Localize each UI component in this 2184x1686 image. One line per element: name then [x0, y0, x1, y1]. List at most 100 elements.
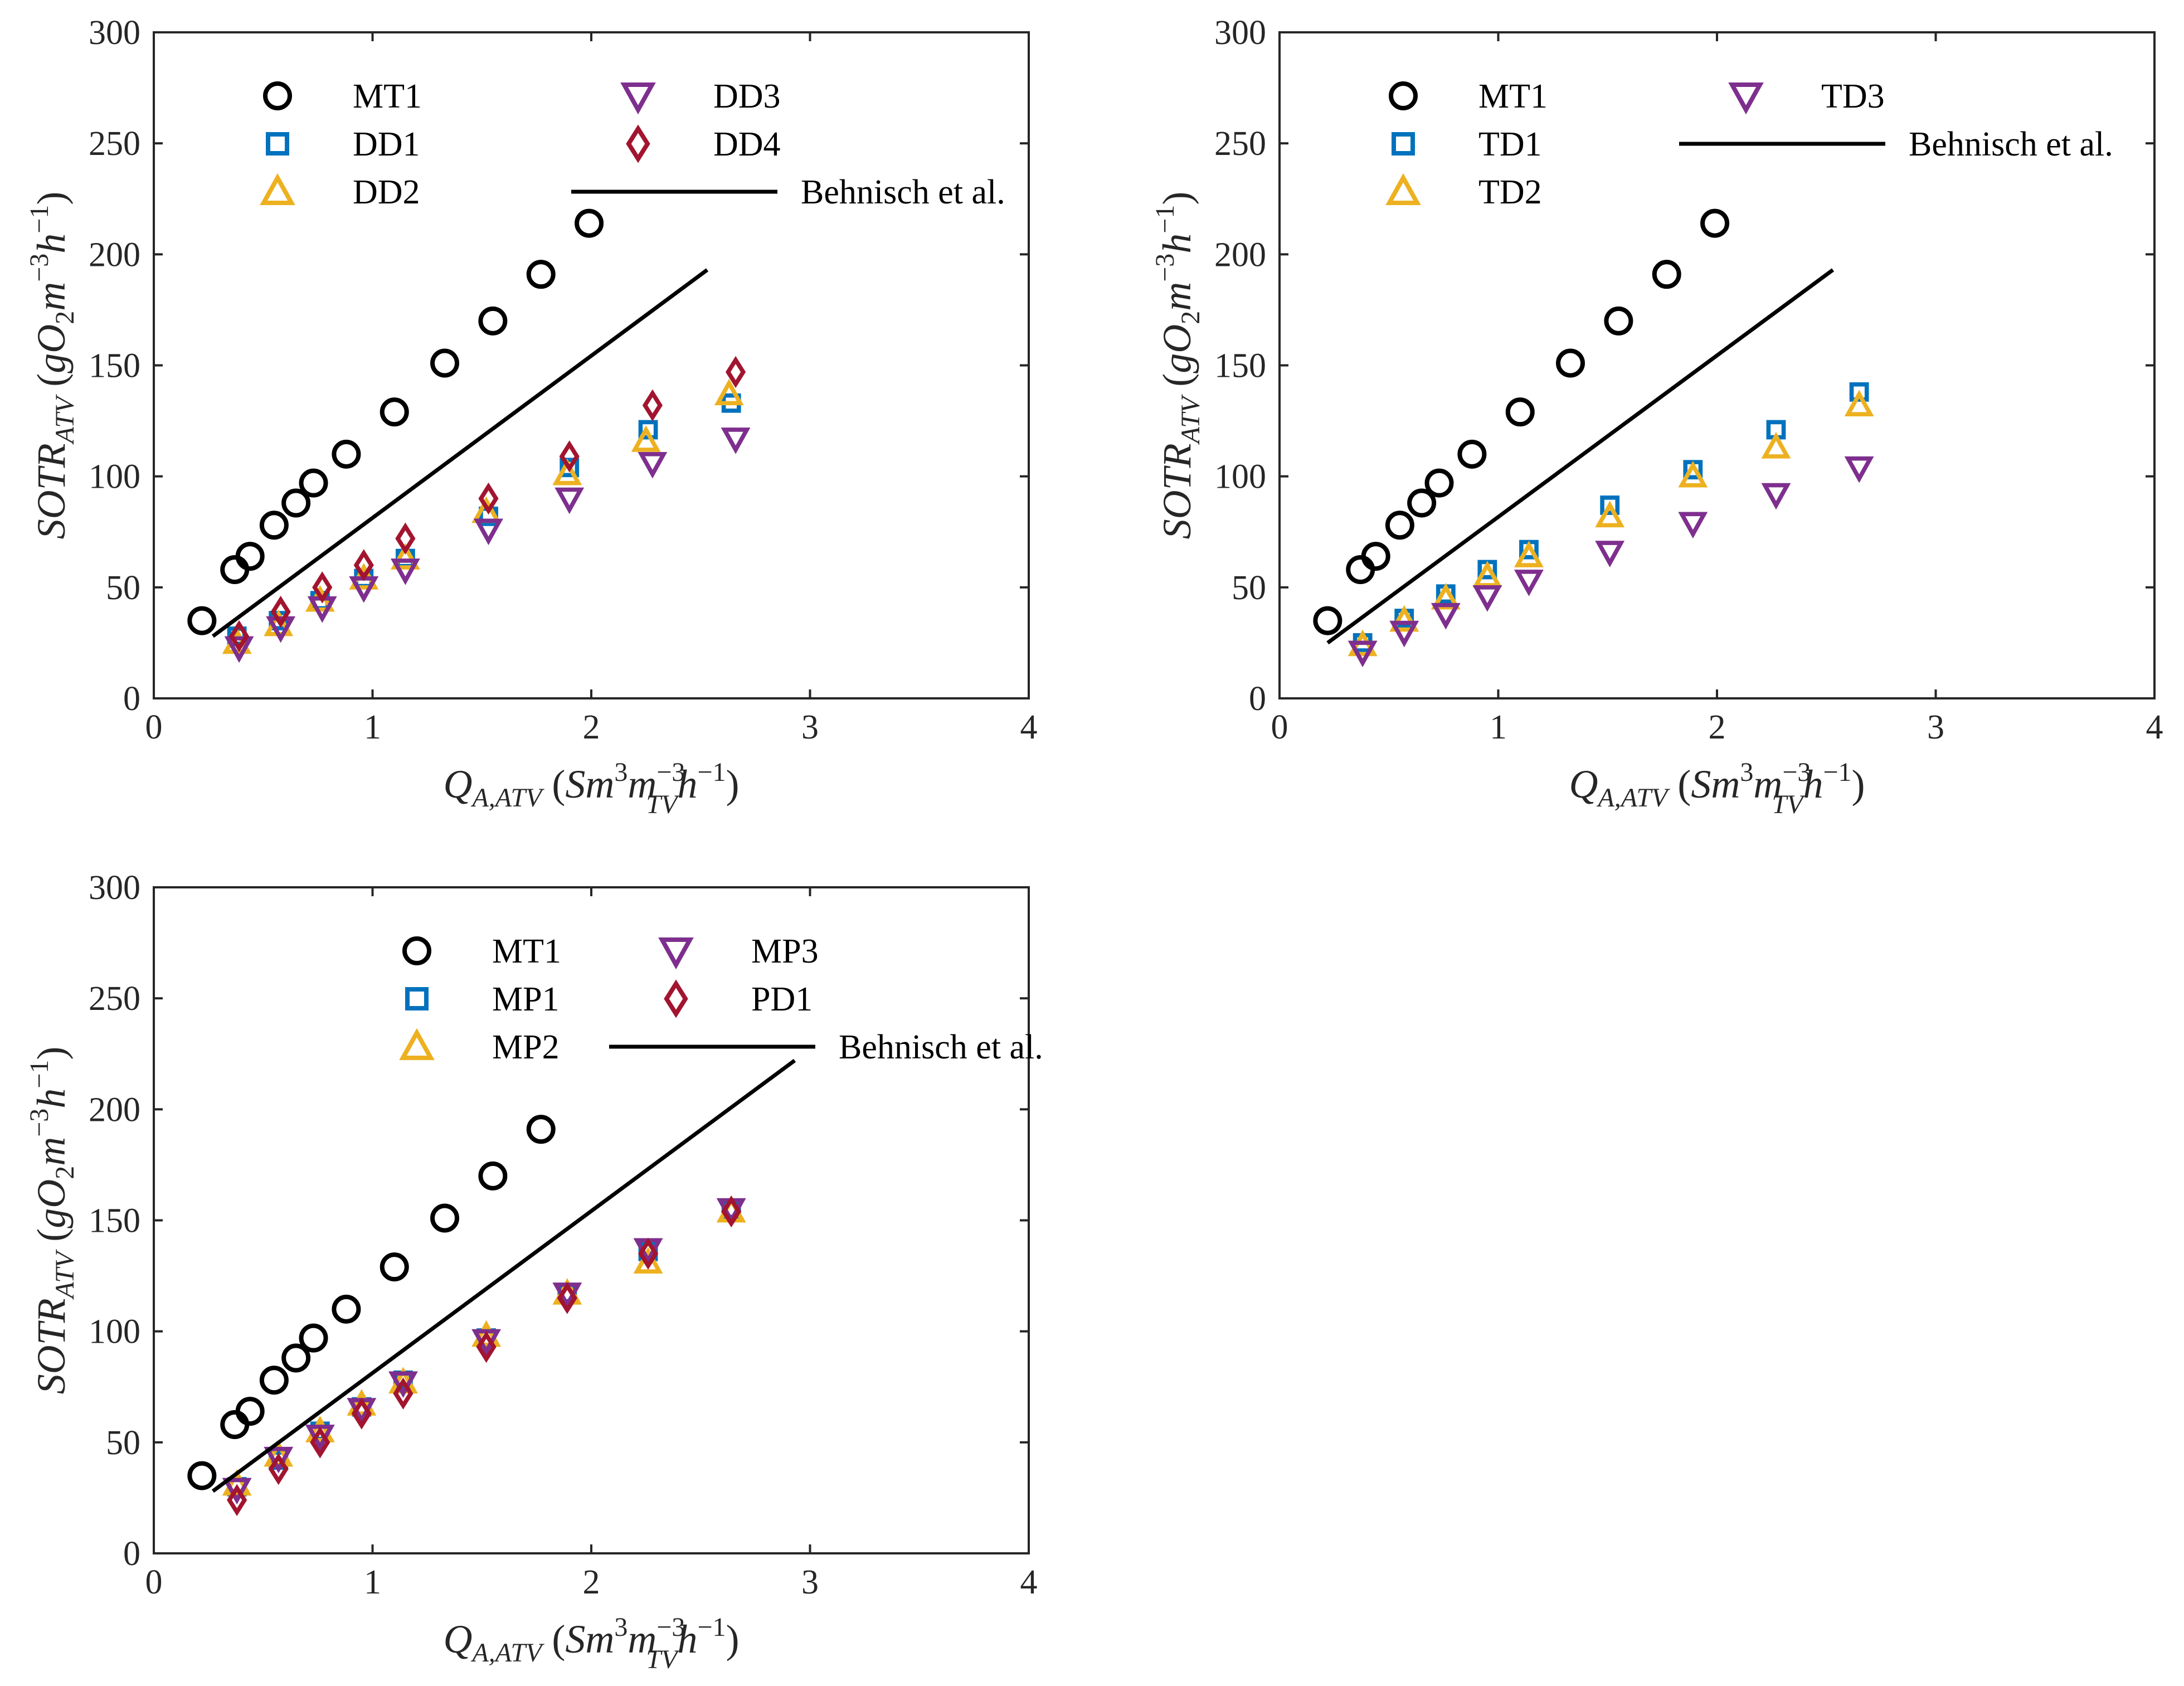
chart-panel-2: 0 1 2 3 4 0 50 100 150 200 250 300 QA,ATV (Sm3m−3 TVh… — [1150, 14, 2163, 819]
y-tick-label: 100 — [89, 458, 140, 496]
data-point — [393, 1377, 414, 1410]
data-point — [353, 549, 374, 581]
legend-label: DD4 — [713, 125, 781, 163]
data-point — [526, 260, 556, 289]
data-point — [380, 397, 409, 427]
y-tick-label: 200 — [89, 236, 140, 274]
y-tick-label: 100 — [89, 1313, 140, 1351]
x-tick-label: 0 — [145, 1563, 163, 1601]
y-tick-label: 0 — [1249, 680, 1266, 718]
data-point — [299, 1323, 328, 1353]
data-point — [1761, 432, 1791, 459]
series-dd4 — [228, 356, 746, 653]
data-point — [1595, 541, 1625, 567]
x-tick-label: 3 — [801, 708, 819, 746]
legend-marker — [1385, 173, 1421, 205]
x-tick-label: 1 — [364, 1563, 381, 1601]
x-axis-label: QA,ATV (Sm3m−3 TVh−1) — [1569, 757, 1865, 819]
data-point — [390, 543, 420, 570]
legend-label: MP1 — [492, 980, 560, 1018]
data-point — [1389, 605, 1419, 632]
data-point — [268, 1452, 289, 1485]
data-point — [1505, 397, 1535, 427]
y-tick-label: 200 — [1214, 236, 1266, 274]
data-point — [299, 468, 328, 498]
data-point — [560, 458, 580, 478]
legend-label: MT1 — [353, 77, 422, 115]
x-tick-label: 1 — [1490, 708, 1507, 746]
data-point — [227, 1484, 247, 1517]
data-point — [1348, 640, 1378, 668]
y-tick-label: 200 — [89, 1091, 140, 1129]
y-tick-label: 300 — [89, 869, 140, 907]
data-point — [478, 306, 508, 336]
data-point — [222, 1469, 252, 1496]
data-point — [1678, 460, 1708, 488]
legend-label: Behnisch et al. — [1909, 125, 2113, 163]
data-point — [1514, 570, 1544, 596]
legend-marker — [620, 82, 656, 115]
data-point — [1652, 260, 1681, 289]
data-point — [1600, 495, 1620, 515]
legend-label: TD3 — [1821, 77, 1885, 115]
legend: MT1 MP3 MP1 PD1 MP2 Behnisch et al. — [399, 932, 1043, 1066]
data-point — [1472, 585, 1502, 612]
data-point — [264, 1446, 294, 1474]
legend-label: MT1 — [1478, 77, 1548, 115]
data-point — [222, 1478, 252, 1505]
y-tick-label: 50 — [106, 1424, 140, 1462]
series-td2 — [1348, 390, 1874, 657]
legend-label: MP3 — [751, 932, 819, 970]
legend-label: MT1 — [492, 932, 561, 970]
y-tick-label: 250 — [89, 980, 140, 1018]
data-point — [312, 571, 333, 604]
y-tick-label: 0 — [123, 680, 140, 718]
y-tick-label: 100 — [1214, 458, 1266, 496]
y-tick-label: 150 — [89, 1202, 140, 1240]
series-behnisch-et-al- — [211, 1058, 796, 1493]
x-tick-label: 0 — [1271, 708, 1288, 746]
data-point — [638, 1237, 659, 1270]
legend-label: DD1 — [353, 125, 420, 163]
data-point — [1424, 468, 1454, 498]
series-pd1 — [227, 1195, 742, 1517]
data-point — [1844, 456, 1874, 483]
series-mt1 — [187, 208, 604, 635]
y-tick-label: 50 — [1232, 569, 1266, 607]
y-tick-label: 300 — [89, 14, 140, 52]
data-point — [1556, 348, 1585, 378]
data-point — [478, 1161, 508, 1191]
data-point — [1346, 555, 1375, 584]
data-point — [1313, 606, 1342, 635]
x-tick-label: 3 — [801, 1563, 819, 1601]
data-point — [259, 511, 289, 540]
x-axis-label: QA,ATV (Sm3m−3 TVh−1) — [443, 757, 739, 819]
legend-marker — [658, 937, 694, 970]
data-point — [471, 1320, 502, 1347]
y-tick-label: 0 — [123, 1535, 140, 1573]
y-axis-label: SOTRATV (gO2m−3h−1) — [1150, 192, 1205, 540]
data-point — [332, 439, 361, 469]
data-point — [559, 440, 580, 473]
series-td1 — [1353, 382, 1869, 653]
legend-marker — [263, 81, 292, 110]
y-tick-label: 150 — [1214, 347, 1266, 385]
series-mt1 — [187, 1115, 556, 1490]
data-point — [388, 1371, 418, 1398]
data-point — [1472, 561, 1502, 587]
data-point — [633, 1247, 663, 1274]
data-point — [1457, 439, 1487, 469]
data-point — [526, 1115, 556, 1144]
legend-label: TD1 — [1478, 125, 1542, 163]
data-point — [554, 487, 585, 514]
x-tick-label: 2 — [583, 1563, 600, 1601]
data-point — [1361, 542, 1390, 571]
data-point — [235, 1397, 265, 1426]
data-point — [714, 378, 744, 406]
data-point — [235, 542, 265, 571]
data-point — [1385, 511, 1414, 540]
data-point — [332, 1294, 361, 1324]
data-point — [220, 555, 250, 584]
legend-marker — [664, 979, 688, 1018]
legend-marker — [405, 987, 429, 1010]
